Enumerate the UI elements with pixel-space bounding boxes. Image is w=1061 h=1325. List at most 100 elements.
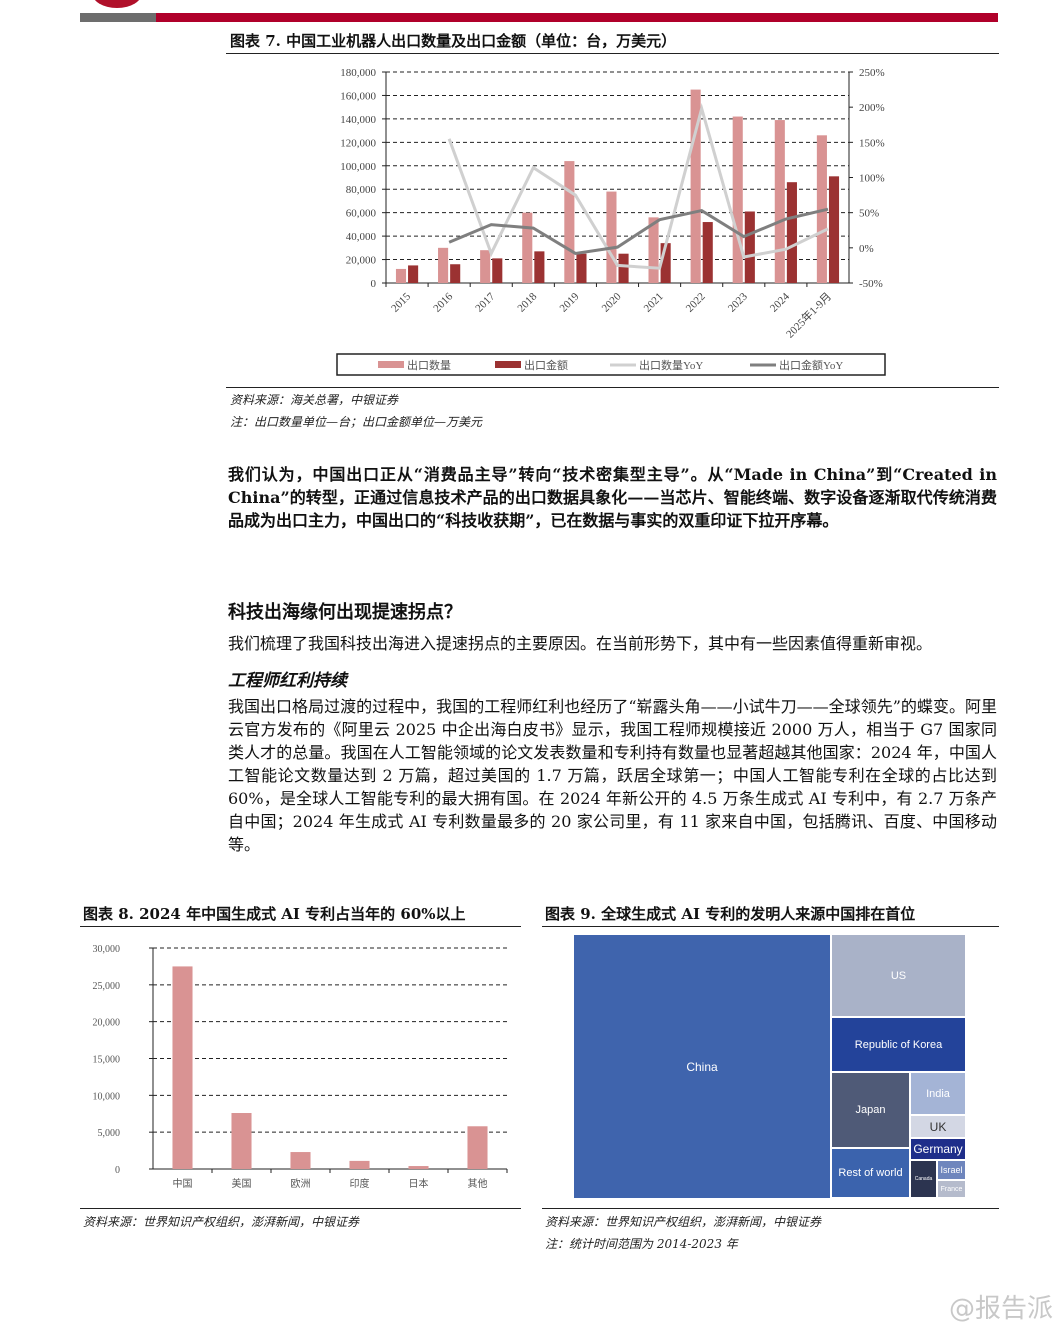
treemap-cell-india: India bbox=[910, 1072, 966, 1115]
legend-label: 出口数量 bbox=[407, 358, 451, 372]
y2-tick-label: 250% bbox=[859, 67, 885, 79]
y-tick-label: 15,000 bbox=[93, 1055, 121, 1066]
bar-export-value bbox=[576, 253, 587, 283]
bar-export-quantity bbox=[480, 250, 491, 283]
x-tick-label: 2016 bbox=[431, 290, 455, 314]
bar-export-quantity bbox=[395, 268, 407, 283]
x-tick-label: 美国 bbox=[232, 1177, 252, 1190]
paragraph-3: 我国出口格局过渡的过程中，我国的工程师红利也经历了“崭露头角——小试牛刀——全球… bbox=[228, 697, 997, 854]
treemap-cell-canada: Canada bbox=[910, 1160, 937, 1198]
treemap-cell-france: France bbox=[937, 1180, 966, 1198]
fig9-title: 图表 9. 全球生成式 AI 专利的发明人来源中国排在首位 bbox=[545, 905, 916, 923]
bar-export-quantity bbox=[606, 191, 617, 283]
fig9-note: 注：统计时间范围为 2014-2023 年 bbox=[545, 1237, 738, 1251]
y-tick-label: 0 bbox=[115, 1165, 120, 1176]
bar-export-value bbox=[660, 243, 671, 283]
y2-tick-label: 50% bbox=[859, 208, 879, 220]
divider bbox=[542, 926, 999, 927]
treemap-cell-uk: UK bbox=[910, 1115, 966, 1138]
bar-export-value bbox=[786, 182, 797, 283]
bar-export-value bbox=[618, 253, 629, 283]
y-tick-label: 100,000 bbox=[340, 161, 376, 173]
x-tick-label: 2021 bbox=[642, 291, 666, 315]
bar bbox=[408, 1166, 429, 1169]
x-tick-label: 印度 bbox=[350, 1177, 370, 1190]
fig7-note: 注：出口数量单位—台；出口金额单位—万美元 bbox=[230, 415, 483, 429]
divider bbox=[80, 926, 521, 927]
bar-export-quantity bbox=[648, 217, 659, 283]
x-tick-label: 中国 bbox=[173, 1177, 193, 1190]
bar-export-quantity bbox=[522, 212, 533, 283]
y2-tick-label: -50% bbox=[859, 278, 883, 290]
y-tick-label: 30,000 bbox=[93, 944, 121, 955]
x-tick-label: 2023 bbox=[726, 290, 750, 314]
bar-export-value bbox=[492, 258, 503, 283]
line-value-yoy bbox=[448, 207, 829, 256]
bar bbox=[172, 966, 193, 1169]
divider bbox=[226, 53, 999, 54]
paragraph-1: 我们认为，中国出口正从“消费品主导”转向“技术密集型主导”。从“Made in … bbox=[228, 465, 997, 530]
bar-export-quantity bbox=[774, 120, 785, 283]
x-tick-label: 其他 bbox=[468, 1177, 488, 1190]
bar-export-value bbox=[450, 264, 461, 283]
treemap-cell-japan: Japan bbox=[831, 1072, 910, 1148]
paragraph-2: 我们梳理了我国科技出海进入提速拐点的主要原因。在当前形势下，其中有一些因素值得重… bbox=[228, 634, 933, 653]
y2-tick-label: 150% bbox=[859, 137, 885, 149]
subsection-title: 工程师红利持续 bbox=[228, 671, 347, 691]
treemap-cell-israel: Israel bbox=[937, 1160, 966, 1180]
bar-export-value bbox=[408, 265, 419, 283]
bar-export-value bbox=[534, 251, 545, 283]
x-tick-label: 欧洲 bbox=[291, 1178, 311, 1190]
bar-export-value bbox=[828, 176, 840, 283]
fig8-title: 图表 8. 2024 年中国生成式 AI 专利占当年的 60%以上 bbox=[83, 905, 466, 923]
header-bar-red bbox=[156, 13, 998, 22]
divider bbox=[80, 1208, 521, 1209]
y-tick-label: 160,000 bbox=[340, 90, 376, 102]
x-tick-label: 2022 bbox=[684, 291, 708, 315]
legend-label: 出口数量YoY bbox=[639, 358, 703, 372]
bar-export-quantity bbox=[732, 116, 743, 283]
bar-export-quantity bbox=[690, 89, 701, 283]
y-tick-label: 80,000 bbox=[346, 184, 377, 196]
bar-export-quantity bbox=[564, 161, 575, 283]
watermark: @报告派 bbox=[948, 1294, 1053, 1324]
y-tick-label: 20,000 bbox=[346, 255, 377, 267]
x-tick-label: 2017 bbox=[473, 290, 497, 314]
legend-label: 出口金额YoY bbox=[779, 358, 843, 372]
y-tick-label: 5,000 bbox=[98, 1128, 121, 1139]
x-tick-label: 2019 bbox=[557, 290, 581, 314]
fig8-chart: 0 5,000 10,000 15,000 20,000 25,000 30,000 中国 美国… bbox=[93, 944, 508, 1190]
bar-export-quantity bbox=[438, 247, 449, 283]
y2-tick-label: 0% bbox=[859, 243, 874, 255]
fig7-source: 资料来源：海关总署，中银证券 bbox=[230, 393, 399, 407]
x-tick-label: 2024 bbox=[768, 290, 792, 314]
line-quantity-yoy bbox=[447, 102, 829, 270]
treemap-cell-rest-of-world: Rest of world bbox=[831, 1148, 910, 1198]
legend-label: 出口金额 bbox=[524, 358, 568, 372]
bar bbox=[290, 1152, 311, 1169]
legend-swatch bbox=[378, 361, 404, 368]
y-tick-label: 120,000 bbox=[340, 137, 376, 149]
treemap-cell-us: US bbox=[831, 934, 966, 1017]
treemap-cell-republic-of-korea: Republic of Korea bbox=[831, 1017, 966, 1072]
header-bar-gray bbox=[80, 13, 156, 22]
bar bbox=[467, 1126, 488, 1169]
y-tick-label: 25,000 bbox=[93, 981, 121, 992]
bar-export-value bbox=[744, 211, 755, 283]
y-tick-label: 60,000 bbox=[346, 208, 377, 220]
y2-tick-label: 200% bbox=[859, 102, 885, 114]
y-tick-label: 180,000 bbox=[340, 67, 376, 79]
divider bbox=[226, 387, 999, 388]
fig7-chart: 0 20,000 40,000 60,000 80,000 100,000 120,000 1… bbox=[336, 67, 886, 376]
y-tick-label: 20,000 bbox=[93, 1018, 121, 1029]
legend-box bbox=[336, 353, 886, 376]
section-title: 科技出海缘何出现提速拐点？ bbox=[228, 602, 462, 623]
fig8-source: 资料来源：世界知识产权组织，澎湃新闻，中银证券 bbox=[83, 1215, 360, 1229]
legend-swatch bbox=[495, 361, 521, 368]
treemap-cell-germany: Germany bbox=[910, 1138, 966, 1160]
x-tick-label: 2020 bbox=[600, 290, 624, 314]
y-tick-label: 140,000 bbox=[340, 114, 376, 126]
bar bbox=[349, 1160, 370, 1169]
y-tick-label: 10,000 bbox=[93, 1091, 121, 1102]
divider bbox=[542, 1208, 999, 1209]
